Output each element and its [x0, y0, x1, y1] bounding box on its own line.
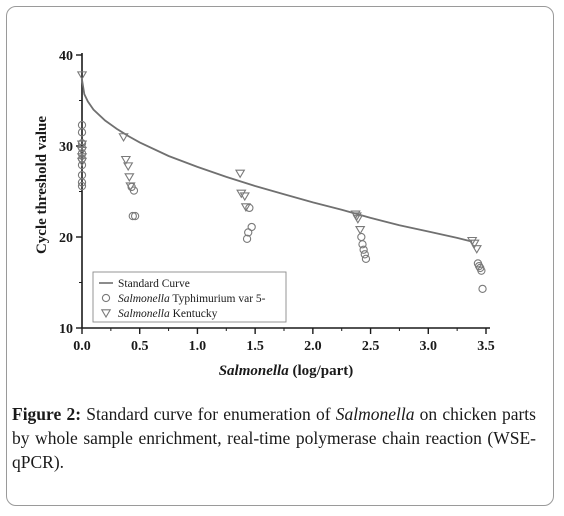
caption-text-before: Standard curve for enumeration of: [81, 404, 336, 424]
triangle-data-point: [118, 133, 129, 142]
y-tick-label: 20: [59, 231, 73, 246]
y-tick-label: 10: [59, 322, 73, 337]
y-tick-label: 30: [59, 140, 73, 155]
legend-box: [92, 271, 287, 323]
legend-label-rest: Typhimurium var 5-: [170, 293, 266, 305]
series-0: [81, 79, 473, 243]
circle-data-point: [130, 211, 140, 221]
legend-label-italic: Salmonella: [118, 308, 170, 320]
circle-data-point: [128, 211, 137, 221]
x-axis-label: Salmonella (log/part): [219, 363, 354, 379]
legend-label-rest: Kentucky: [170, 308, 218, 320]
standard-curve-line: [81, 79, 473, 243]
legend-label: Salmonella Typhimurium var 5-: [118, 293, 266, 305]
x-axis-label-unit: (log/part): [289, 363, 354, 379]
triangle-data-point: [469, 239, 480, 249]
figure-caption: Figure 2: Standard curve for enumeration…: [12, 402, 536, 474]
circle-data-point: [357, 232, 366, 242]
triangle-data-point: [466, 236, 478, 246]
legend-label: Standard Curve: [118, 278, 190, 290]
x-axis-label-italic: Salmonella: [219, 363, 290, 379]
circle-data-point: [474, 261, 484, 271]
series-2: [76, 71, 482, 254]
circle-data-point: [477, 266, 486, 275]
triangle-data-point: [125, 182, 136, 192]
x-tick-label: 0.0: [73, 339, 91, 354]
x-tick-label: 3.0: [420, 339, 438, 354]
triangle-data-point: [76, 146, 88, 156]
x-tick-label: 2.0: [304, 339, 322, 354]
y-axis-label: Cycle threshold value: [34, 116, 50, 254]
triangle-data-point: [355, 226, 366, 235]
triangle-data-point: [76, 140, 88, 150]
triangle-data-point: [123, 162, 134, 172]
triangle-data-point: [100, 309, 112, 319]
triangle-data-point: [239, 192, 250, 202]
triangle-data-point: [352, 215, 364, 224]
triangle-data-point: [124, 173, 135, 183]
figure-frame: [6, 6, 554, 506]
circle-data-point: [77, 178, 87, 187]
legend-label-italic: Salmonella: [118, 293, 170, 305]
triangle-data-point: [234, 169, 246, 179]
circle-data-point: [361, 254, 371, 263]
x-tick-label: 2.5: [362, 339, 380, 354]
triangle-data-point: [76, 157, 88, 167]
x-tick-label: 1.0: [189, 339, 207, 354]
legend-label: Salmonella Kentucky: [118, 308, 218, 320]
y-tick-label: 40: [59, 49, 73, 64]
circle-data-point: [360, 250, 369, 259]
x-tick-label: 1.5: [246, 339, 264, 354]
x-tick-label: 0.5: [131, 339, 149, 354]
circle-data-point: [77, 128, 87, 137]
triangle-data-point: [120, 155, 132, 165]
axes: 0.0 0.5 1.0 1.5 2.0 2.5 3.0 3.5 10 20 30 40: [59, 49, 495, 354]
circle-data-point: [242, 234, 252, 243]
circle-data-point: [359, 245, 368, 254]
caption-label: Figure 2:: [12, 404, 82, 424]
triangle-data-point: [471, 245, 482, 254]
circle-data-point: [478, 284, 487, 294]
circle-data-point: [358, 240, 367, 249]
triangle-data-point: [236, 189, 247, 199]
chart: 0.0 0.5 1.0 1.5 2.0 2.5 3.0 3.5 10 20 30 40 Standar…: [34, 49, 495, 379]
caption-italic: Salmonella: [335, 404, 415, 424]
triangle-data-point: [76, 71, 88, 81]
circle-data-point: [101, 293, 111, 303]
caption-text-after: on chicken parts by whole sample enrichm…: [12, 404, 536, 472]
circle-data-point: [77, 181, 87, 191]
legend: Standard Curve Salmonella Typhimurium var…: [92, 271, 287, 323]
circle-data-point: [244, 228, 253, 237]
triangle-data-point: [76, 153, 88, 162]
x-tick-label: 3.5: [477, 339, 495, 354]
triangle-data-point: [240, 203, 252, 213]
series-1: [77, 120, 487, 294]
series-layer: [76, 71, 487, 294]
